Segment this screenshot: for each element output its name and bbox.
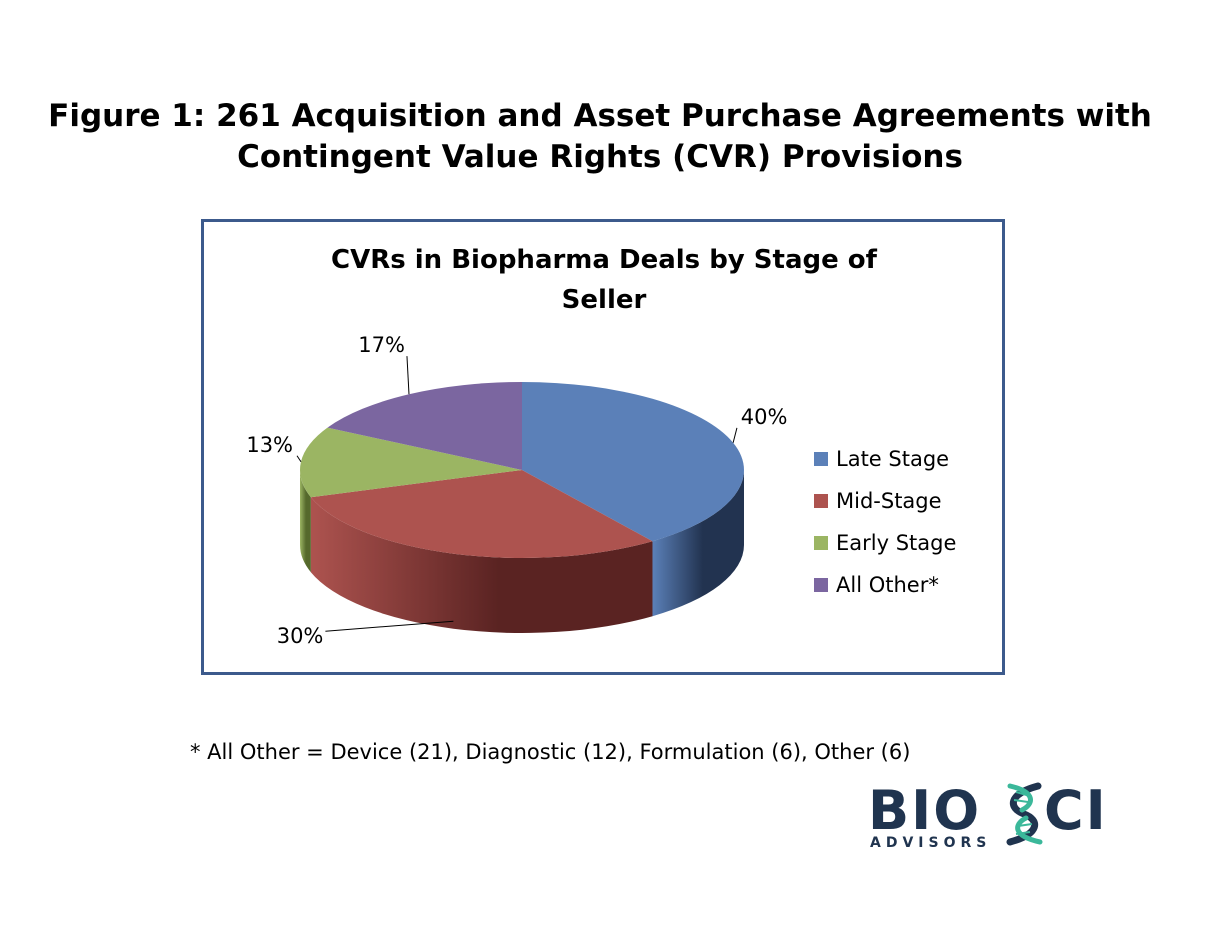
leader-line <box>296 455 302 462</box>
logo-text-left: BIO <box>868 779 982 842</box>
legend-label: Mid-Stage <box>836 489 942 513</box>
biosci-logo: BIO CI ADVISORS <box>868 778 1118 852</box>
pie-slice-late-stage <box>522 382 744 542</box>
chart-frame: CVRs in Biopharma Deals by Stage of Sell… <box>201 219 1005 675</box>
legend-label: Early Stage <box>836 531 957 555</box>
chart-title-line1: CVRs in Biopharma Deals by Stage of <box>331 245 877 275</box>
pie-slice-mid-stage <box>310 470 653 558</box>
legend-swatch <box>814 494 828 508</box>
logo-text-right: CI <box>1044 779 1108 842</box>
footnote: * All Other = Device (21), Diagnostic (1… <box>190 740 911 764</box>
figure-title: Figure 1: 261 Acquisition and Asset Purc… <box>0 96 1200 178</box>
leader-line <box>732 427 738 443</box>
chart-legend: Late Stage Mid-Stage Early Stage All Other* <box>814 438 956 606</box>
logo-subtitle: ADVISORS <box>870 835 992 851</box>
pie-slice-all-other <box>327 382 522 470</box>
legend-item: All Other* <box>814 564 956 606</box>
figure-title-line2: Contingent Value Rights (CVR) Provisions <box>237 139 963 175</box>
leader-line <box>325 620 454 632</box>
data-label: 17% <box>358 333 405 357</box>
leader-line <box>406 356 410 395</box>
legend-item: Mid-Stage <box>814 480 956 522</box>
pie-slice-early-stage <box>300 427 522 498</box>
chart-title: CVRs in Biopharma Deals by Stage of Sell… <box>204 240 1004 320</box>
legend-label: Late Stage <box>836 447 950 471</box>
legend-item: Late Stage <box>814 438 956 480</box>
pie-side-mid-stage <box>310 497 653 633</box>
pie-side-late-stage <box>652 470 744 617</box>
data-label: 30% <box>277 624 324 648</box>
pie-chart: 40% 30% 13% 17% <box>246 333 788 648</box>
legend-item: Early Stage <box>814 522 956 564</box>
figure-title-line1: Figure 1: 261 Acquisition and Asset Purc… <box>48 98 1152 134</box>
pie-side-early-stage <box>300 470 311 573</box>
dna-helix-icon <box>1006 782 1043 846</box>
data-label: 13% <box>246 433 293 457</box>
chart-title-line2: Seller <box>561 285 647 315</box>
legend-swatch <box>814 452 828 466</box>
legend-swatch <box>814 578 828 592</box>
legend-swatch <box>814 536 828 550</box>
legend-label: All Other* <box>836 573 939 597</box>
data-label: 40% <box>741 405 788 429</box>
